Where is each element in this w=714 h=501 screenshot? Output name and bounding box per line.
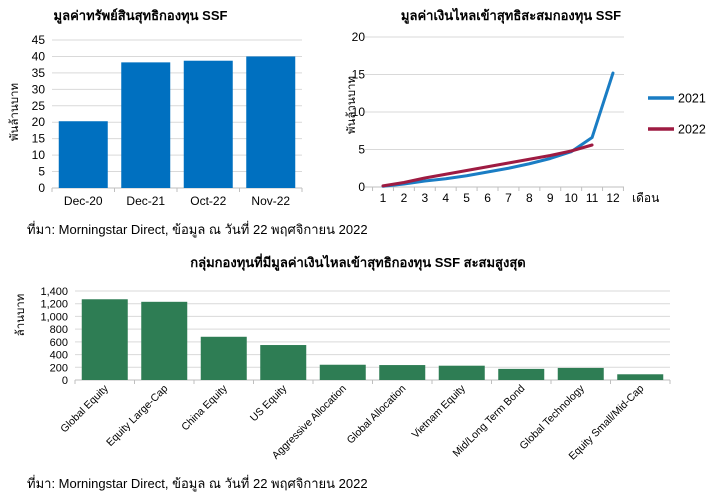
y-tick-label: 5 [358,143,365,157]
y-tick-label: 10 [352,105,366,119]
bar-Dec-21 [121,62,171,189]
x-category-label: Vietnam Equity [410,382,469,441]
x-tick-label: 9 [547,191,554,205]
y-tick-label: 1,200 [40,299,68,311]
y-tick-label: 25 [32,99,46,113]
y-tick-label: 35 [32,66,46,80]
bar-Equity Small/Mid-Cap [617,374,664,380]
chart-nav-plot: 0 5 10 15 20 25 30 35 40 45 Dec-20 Dec-21 Oct-22 Nov-… [32,33,303,208]
bar-Oct-22 [183,60,233,188]
y-tick-label: 20 [352,30,366,44]
x-category-label: Global Technology [517,382,587,452]
source-note-bottom: ที่มา: Morningstar Direct, ข้อมูล ณ วันท… [27,476,368,491]
y-tick-label: 30 [32,82,46,96]
y-tick-label: 45 [32,33,46,47]
y-tick-label: 20 [32,115,46,129]
bar-Global Equity [81,299,128,380]
y-tick-label: 10 [32,148,46,162]
chart-inflow-title: มูลค่าเงินไหลเข้าสุทธิสะสมกองทุน SSF [400,8,622,23]
x-category-label: Global Allocation [345,383,409,447]
bar-Mid/Long Term Bond [498,368,545,380]
line-series-2022 [381,143,594,188]
y-tick-label: 40 [32,49,46,63]
x-tick-label: 8 [526,191,533,205]
chart-category-title: กลุ่มกองทุนที่มีมูลค่าเงินไหลเข้าสุทธิกอ… [190,255,526,270]
x-category-label: China Equity [179,382,230,433]
bar-US Equity [260,345,307,380]
x-tick-label: 11 [586,191,599,205]
x-tick-label: 3 [421,191,428,205]
chart-inflow-line: มูลค่าเงินไหลเข้าสุทธิสะสมกองทุน SSF พัน… [336,5,714,217]
y-tick-label: 600 [50,337,68,349]
source-note-top: ที่มา: Morningstar Direct, ข้อมูล ณ วันท… [27,222,368,237]
bar-China Equity [200,336,247,380]
x-tick-label: 2 [401,191,408,205]
x-category-label: Nov-22 [251,194,290,208]
x-tick-label: 12 [606,191,620,205]
y-tick-label: 200 [50,362,68,374]
legend-label-2021: 2021 [678,92,706,106]
bar-Global Technology [557,367,604,380]
y-tick-label: 0 [62,375,68,387]
bar-Dec-20 [58,121,108,188]
x-tick-label: 10 [565,191,579,205]
x-tick-label: 4 [442,191,449,205]
bar-Global Allocation [379,365,426,380]
y-tick-label: 1,000 [40,311,68,323]
y-tick-label: 400 [50,350,68,362]
y-tick-label: 15 [352,68,366,82]
x-category-label: Equity Large-Cap [104,383,170,449]
legend-label-2022: 2022 [678,123,706,137]
x-category-label: Global Equity [58,382,111,435]
x-category-label: Dec-21 [126,194,165,208]
line-series-2021 [381,71,615,188]
y-tick-label: 0 [38,181,45,195]
bar-Aggressive Allocation [319,364,366,380]
bar-Equity Large-Cap [141,301,188,380]
y-tick-label: 800 [50,324,68,336]
x-axis-title: เดือน [632,191,659,205]
bar-Vietnam Equity [438,365,485,380]
x-category-label: Oct-22 [190,194,226,208]
x-tick-label: 1 [380,191,387,205]
x-category-label: US Equity [248,382,290,424]
bar-Nov-22 [246,56,296,188]
chart-category-inflow: กลุ่มกองทุนที่มีมูลค่าเงินไหลเข้าสุทธิกอ… [8,252,710,470]
x-tick-label: 5 [463,191,470,205]
y-tick-label: 0 [358,180,365,194]
x-tick-label: 6 [484,191,491,205]
x-category-label: Dec-20 [64,194,103,208]
x-tick-label: 7 [505,191,512,205]
y-tick-label: 15 [32,132,46,146]
chart-nav-ssf: มูลค่าทรัพย์สินสุทธิกองทุน SSF พันล้านบา… [8,5,335,217]
y-tick-label: 1,400 [40,286,68,298]
chart-nav-title: มูลค่าทรัพย์สินสุทธิกองทุน SSF [53,8,228,23]
y-tick-label: 5 [38,165,45,179]
